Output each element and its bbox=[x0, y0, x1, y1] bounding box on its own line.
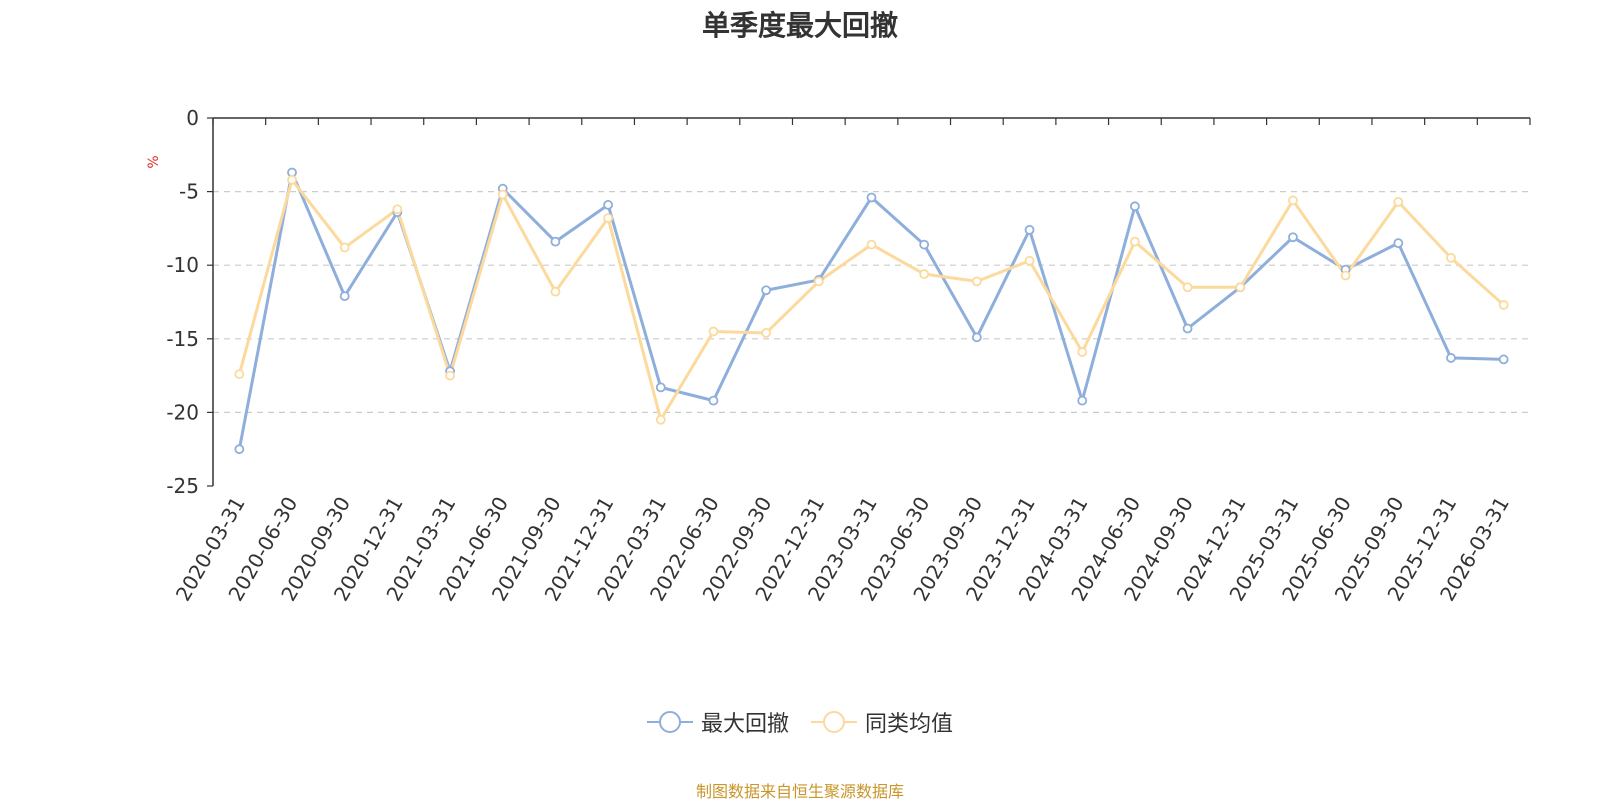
data-point-0[interactable] bbox=[761, 285, 772, 296]
axes: 0-5-10-15-20-252020-03-312020-06-302020-… bbox=[166, 106, 1531, 605]
data-point-0[interactable] bbox=[1393, 238, 1404, 249]
y-axis-unit-label: % bbox=[146, 155, 162, 168]
data-point-0[interactable] bbox=[1182, 323, 1193, 334]
data-point-1[interactable] bbox=[1446, 252, 1456, 263]
data-point-1[interactable] bbox=[1498, 300, 1509, 310]
data-point-0[interactable] bbox=[550, 236, 561, 247]
data-point-1[interactable] bbox=[655, 414, 666, 425]
data-point-1[interactable] bbox=[1182, 282, 1193, 293]
data-point-0[interactable] bbox=[234, 444, 245, 455]
data-point-1[interactable] bbox=[550, 286, 561, 297]
data-point-1[interactable] bbox=[708, 326, 719, 337]
data-point-1[interactable] bbox=[1130, 236, 1140, 247]
data-point-0[interactable] bbox=[1130, 201, 1140, 212]
data-point-1[interactable] bbox=[1024, 255, 1035, 266]
chart-title: 单季度最大回撤 bbox=[701, 9, 898, 42]
data-point-1[interactable] bbox=[287, 174, 297, 185]
series bbox=[234, 167, 1509, 455]
data-point-1[interactable] bbox=[1288, 195, 1298, 206]
legend-item-peer-average[interactable]: 同类均值 bbox=[811, 706, 953, 738]
data-point-0[interactable] bbox=[708, 395, 719, 406]
data-point-1[interactable] bbox=[1077, 347, 1088, 357]
y-tick-label: 0 bbox=[186, 106, 199, 130]
data-point-0[interactable] bbox=[1077, 395, 1088, 406]
data-point-1[interactable] bbox=[1340, 270, 1351, 281]
legend: 最大回撤 同类均值 bbox=[0, 706, 1600, 738]
data-point-1[interactable] bbox=[1235, 282, 1246, 293]
data-point-0[interactable] bbox=[1446, 353, 1456, 363]
data-point-1[interactable] bbox=[445, 370, 455, 381]
data-point-1[interactable] bbox=[761, 328, 772, 338]
legend-label-peer-average: 同类均值 bbox=[865, 712, 954, 737]
data-point-0[interactable] bbox=[866, 192, 877, 203]
data-point-0[interactable] bbox=[1288, 232, 1298, 243]
source-note: 制图数据来自恒生聚源数据库 bbox=[695, 782, 904, 801]
data-point-1[interactable] bbox=[392, 204, 403, 215]
legend-marker-peer-average bbox=[811, 711, 857, 733]
series-line-1 bbox=[237, 178, 1505, 422]
data-point-0[interactable] bbox=[919, 239, 930, 250]
data-point-1[interactable] bbox=[603, 213, 613, 223]
data-point-1[interactable] bbox=[339, 242, 350, 253]
data-point-1[interactable] bbox=[1393, 197, 1404, 207]
data-point-0[interactable] bbox=[1024, 224, 1035, 235]
data-point-1[interactable] bbox=[234, 369, 245, 380]
y-tick-label: -10 bbox=[166, 253, 199, 277]
data-point-1[interactable] bbox=[813, 276, 824, 287]
data-point-0[interactable] bbox=[1498, 354, 1509, 365]
y-tick-label: -15 bbox=[166, 327, 199, 351]
data-point-0[interactable] bbox=[655, 382, 666, 393]
data-point-0[interactable] bbox=[971, 332, 982, 343]
data-point-0[interactable] bbox=[603, 199, 613, 210]
y-tick-label: -20 bbox=[166, 400, 199, 424]
legend-item-max-drawdown[interactable]: 最大回撤 bbox=[646, 706, 789, 738]
data-point-1[interactable] bbox=[866, 239, 877, 250]
data-point-1[interactable] bbox=[497, 189, 508, 200]
grid-lines bbox=[213, 191, 1530, 413]
data-point-0[interactable] bbox=[339, 291, 350, 302]
data-point-1[interactable] bbox=[971, 276, 982, 287]
data-point-1[interactable] bbox=[919, 269, 930, 279]
y-tick-label: -5 bbox=[179, 180, 199, 204]
y-tick-label: -25 bbox=[166, 474, 199, 498]
legend-marker-max-drawdown bbox=[646, 711, 693, 733]
legend-label-max-drawdown: 最大回撤 bbox=[700, 712, 789, 737]
